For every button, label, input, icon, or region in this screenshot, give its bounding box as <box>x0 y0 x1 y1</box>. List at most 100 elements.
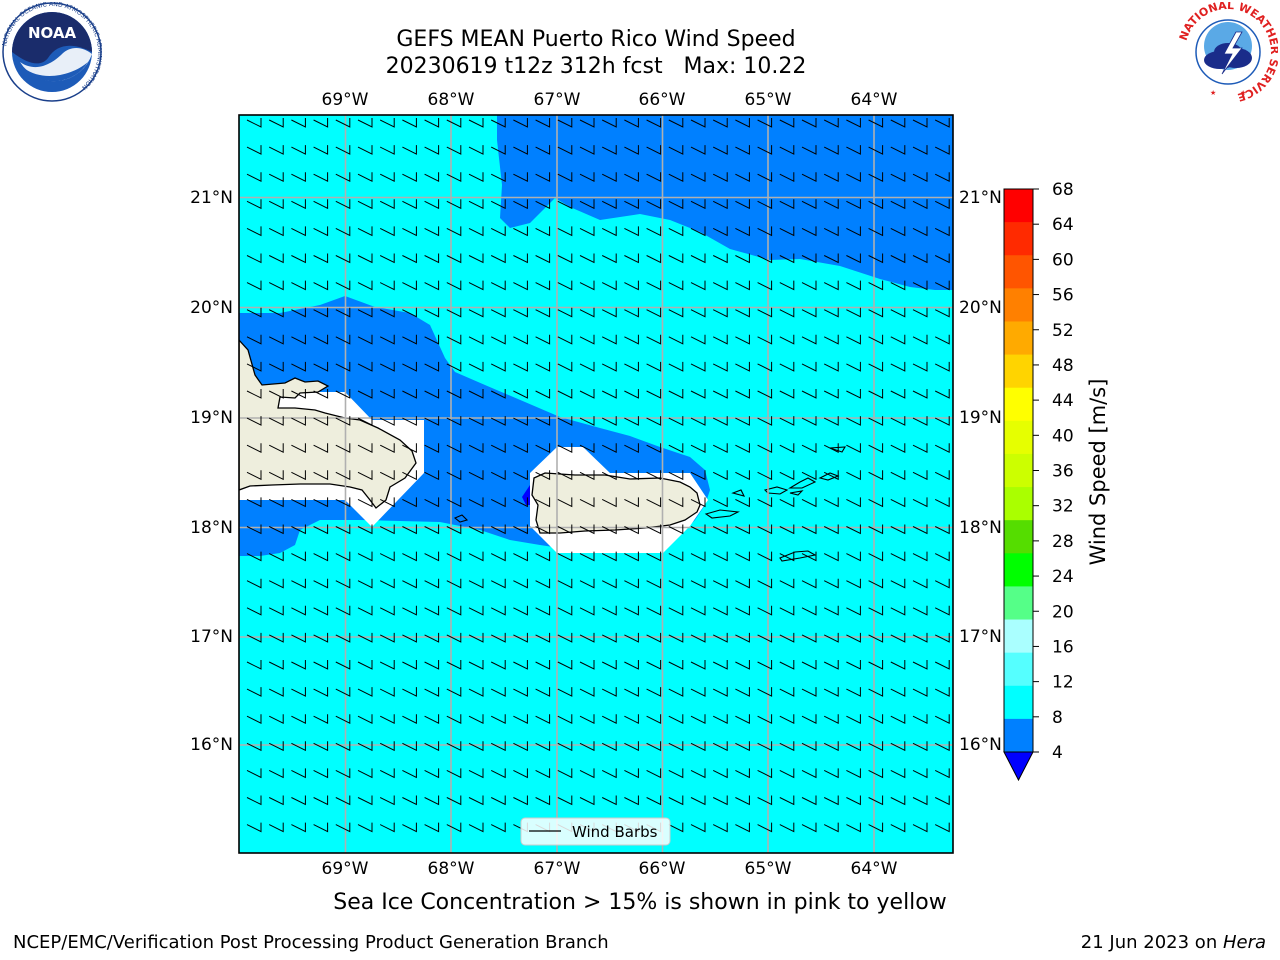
wind-barb <box>490 199 506 210</box>
wind-barb <box>335 361 351 372</box>
wind-barb <box>712 416 728 426</box>
wind-barb <box>357 687 373 697</box>
wind-barb <box>801 741 817 752</box>
wind-barb <box>779 687 795 697</box>
wind-barb <box>402 361 417 372</box>
wind-barb <box>335 172 351 183</box>
wind-barb <box>735 768 750 779</box>
wind-barb <box>801 253 817 264</box>
wind-barb <box>490 307 506 318</box>
wind-barb <box>402 253 417 264</box>
wind-barb <box>801 145 817 155</box>
wind-barb <box>535 389 551 399</box>
colorbar-segment <box>1004 619 1033 654</box>
wind-barb <box>624 470 639 481</box>
colorbar-tick-label: 56 <box>1052 286 1074 306</box>
wind-barb <box>668 253 684 264</box>
wind-barb <box>268 551 284 562</box>
wind-barb <box>646 172 662 183</box>
wind-barb <box>735 307 750 318</box>
wind-barb <box>557 632 573 643</box>
wind-barb <box>690 632 706 643</box>
wind-barb <box>712 334 728 345</box>
wind-barb <box>712 714 728 725</box>
wind-barb <box>668 226 684 237</box>
wind-barb <box>735 551 750 562</box>
wind-barb <box>490 280 506 291</box>
wind-barb <box>934 497 950 508</box>
wind-barb <box>801 768 817 779</box>
wind-barb <box>291 253 306 264</box>
wind-barb <box>513 172 528 183</box>
wind-barb <box>624 145 639 155</box>
wind-barb <box>424 199 440 210</box>
wind-barb <box>402 632 417 643</box>
wind-barb <box>490 714 506 725</box>
wind-barb <box>446 497 462 508</box>
wind-barb <box>934 118 950 128</box>
wind-barb <box>402 795 417 806</box>
wind-barb <box>912 714 928 725</box>
wind-barb <box>912 768 928 779</box>
wind-barb <box>801 578 817 589</box>
wind-barb <box>846 334 861 345</box>
wind-barb <box>779 714 795 725</box>
wind-barb <box>646 768 662 779</box>
wind-barb <box>335 822 351 833</box>
wind-barb <box>934 361 950 372</box>
wind-barb <box>557 199 573 210</box>
wind-barb <box>801 280 817 291</box>
wind-barb <box>490 443 506 454</box>
wind-barb <box>934 605 950 616</box>
wind-barb <box>291 795 306 806</box>
wind-barb <box>379 768 395 779</box>
wind-barb <box>513 361 528 372</box>
wind-barb <box>335 605 351 616</box>
wind-barb <box>801 389 817 399</box>
wind-barb <box>601 280 617 291</box>
wind-barb <box>291 632 306 643</box>
wind-barb <box>424 822 440 833</box>
wind-barb <box>579 768 595 779</box>
wind-barb <box>668 172 684 183</box>
wind-barb <box>424 470 440 481</box>
wind-barb <box>757 768 773 779</box>
wind-barb <box>379 714 395 725</box>
wind-barb <box>624 226 639 237</box>
wind-barb <box>846 389 861 399</box>
colorbar-segment <box>1004 652 1033 687</box>
wind-barb <box>379 226 395 237</box>
wind-barb <box>313 334 329 345</box>
wind-barb <box>246 334 262 345</box>
wind-barb <box>268 632 284 643</box>
wind-barb <box>646 416 662 426</box>
wind-barb <box>868 768 884 779</box>
wind-barb <box>646 578 662 589</box>
wind-barb <box>757 118 773 128</box>
wind-barb <box>934 660 950 670</box>
wind-barb <box>379 632 395 643</box>
wind-barb <box>424 226 440 237</box>
wind-barb <box>712 741 728 752</box>
colorbar-tick-label: 36 <box>1052 462 1074 482</box>
wind-barb <box>712 578 728 589</box>
wind-barb <box>690 280 706 291</box>
colorbar-tick-label: 44 <box>1052 391 1074 411</box>
wind-barb <box>668 389 684 399</box>
wind-barb <box>868 551 884 562</box>
wind-barb <box>823 578 839 589</box>
wind-barb <box>735 253 750 264</box>
wind-barb <box>868 795 884 806</box>
wind-barb <box>646 361 662 372</box>
wind-barb <box>868 714 884 725</box>
wind-barb <box>335 524 351 535</box>
wind-barb <box>868 226 884 237</box>
lon-grid-lines <box>344 115 875 853</box>
wind-barb <box>557 470 573 481</box>
wind-barb <box>601 795 617 806</box>
wind-barb <box>335 416 351 426</box>
wind-barb <box>535 416 551 426</box>
wind-barb <box>624 741 639 752</box>
wind-barb <box>313 145 329 155</box>
wind-barb <box>379 280 395 291</box>
